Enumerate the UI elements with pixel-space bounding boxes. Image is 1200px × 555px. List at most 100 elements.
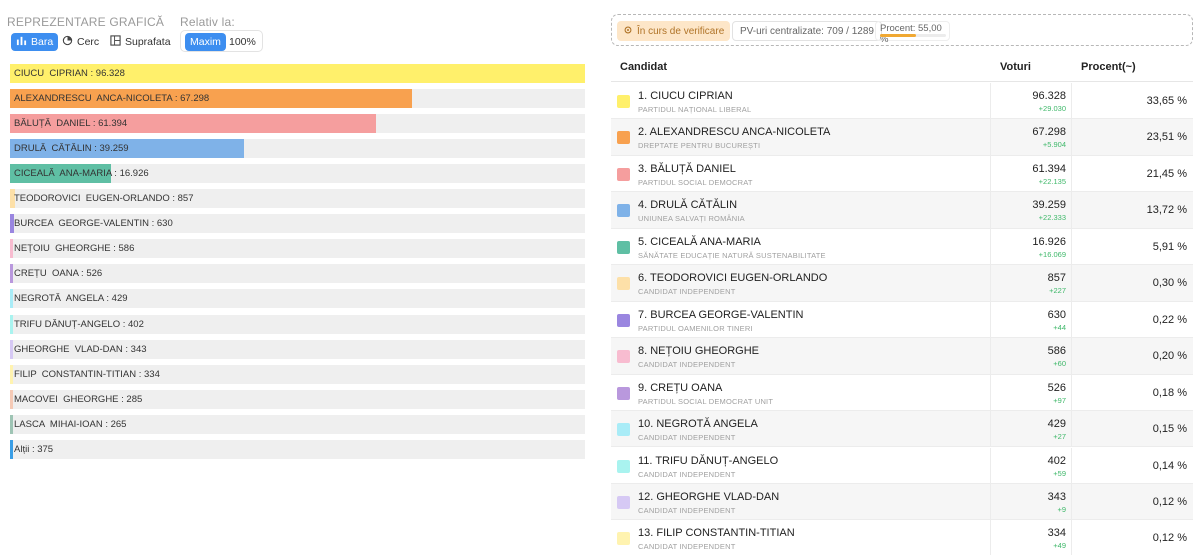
percent-value: 33,65 % — [1146, 95, 1187, 107]
candidate-name: 6. TEODOROVICI EUGEN-ORLANDO — [638, 272, 828, 285]
pie-chart-icon — [62, 35, 73, 49]
table-row[interactable]: 2. ALEXANDRESCU ANCA-NICOLETA DREPTATE PE… — [611, 119, 1193, 156]
bar-fill — [10, 439, 13, 459]
bar-fill — [10, 64, 585, 83]
bar-row[interactable]: Alții : 375 — [10, 439, 585, 459]
bar-label: ALEXANDRESCU ANCA-NICOLETA : 67.298 — [14, 93, 210, 105]
candidate-party: CANDIDAT INDEPENDENT — [638, 287, 736, 297]
bar-row[interactable]: LASCA MIHAI-IOAN : 265 — [10, 414, 585, 434]
bar-fill — [10, 164, 112, 184]
votes-cell: 67.298 +5.904 — [990, 119, 1072, 156]
bar-fill — [10, 264, 14, 284]
bar-row[interactable]: NEȚOIU GHEORGHE : 586 — [10, 239, 585, 259]
chart-panel: REPREZENTARE GRAFICĂ Relativ la: Bara Ce… — [7, 15, 585, 459]
percent-value: 5,91 % — [1152, 240, 1187, 253]
table-row[interactable]: 6. TEODOROVICI EUGEN-ORLANDO CANDIDAT IND… — [611, 265, 1193, 302]
color-swatch — [617, 459, 630, 473]
candidate-party: CANDIDAT INDEPENDENT — [638, 360, 736, 370]
bar-row[interactable]: CIUCU CIPRIAN : 96.328 — [10, 64, 585, 83]
table-row[interactable]: 4. DRULĂ CĂTĂLIN UNIUNEA SALVAȚI ROMÂNIA 3… — [611, 192, 1193, 229]
candidate-name: 7. BURCEA GEORGE-VALENTIN — [638, 308, 804, 321]
header-votes[interactable]: Voturi — [1000, 61, 1031, 73]
bar-row[interactable]: CICEALĂ ANA-MARIA : 16.926 — [10, 164, 585, 184]
bar-row[interactable]: TRIFU DĂNUȚ-ANGELO : 402 — [10, 314, 585, 334]
table-row[interactable]: 11. TRIFU DĂNUȚ-ANGELO CANDIDAT INDEPENDE… — [611, 447, 1193, 484]
area-mode-button[interactable]: Suprafata — [105, 33, 176, 51]
table-row[interactable]: 13. FILIP CONSTANTIN-TITIAN CANDIDAT INDE… — [611, 520, 1193, 555]
percent-value: 23,51 % — [1146, 131, 1187, 144]
bar-fill — [10, 139, 245, 159]
results-panel: În curs de verificare PV-uri centralizat… — [611, 0, 1200, 555]
bar-fill — [10, 339, 13, 359]
candidate-party: CANDIDAT INDEPENDENT — [638, 505, 736, 515]
votes-delta: +227 — [1049, 286, 1066, 296]
votes-delta: +22.333 — [1038, 213, 1066, 223]
bar-row[interactable]: BĂLUȚĂ DANIEL : 61.394 — [10, 114, 585, 134]
progress-fill — [880, 34, 917, 37]
bar-mode-button[interactable]: Bara — [11, 33, 59, 51]
percent-label: 100% — [229, 36, 256, 48]
bar-label: BURCEA GEORGE-VALENTIN : 630 — [14, 218, 173, 230]
bar-label: CICEALĂ ANA-MARIA : 16.926 — [14, 168, 149, 180]
bar-row[interactable]: TEODOROVICI EUGEN-ORLANDO : 857 — [10, 189, 585, 209]
bar-mode-label: Bara — [31, 36, 54, 48]
bar-row[interactable]: ALEXANDRESCU ANCA-NICOLETA : 67.298 — [10, 89, 585, 109]
candidate-party: CANDIDAT INDEPENDENT — [638, 433, 736, 443]
pie-mode-button[interactable]: Cerc — [57, 33, 104, 51]
candidate-name: 4. DRULĂ CĂTĂLIN — [638, 199, 738, 212]
bar-row[interactable]: BURCEA GEORGE-VALENTIN : 630 — [10, 214, 585, 234]
votes-delta: +60 — [1053, 359, 1066, 369]
relative-label: Relativ la: — [180, 15, 235, 29]
color-swatch — [617, 167, 630, 181]
percent-value: 21,45 % — [1146, 167, 1187, 180]
header-candidate[interactable]: Candidat — [620, 61, 668, 73]
color-swatch — [617, 532, 630, 546]
table-row[interactable]: 1. CIUCU CIPRIAN PARTIDUL NAȚIONAL LIBERA… — [611, 83, 1193, 120]
representation-label: REPREZENTARE GRAFICĂ — [7, 15, 165, 29]
votes-cell: 96.328 +29.030 — [990, 83, 1072, 119]
color-swatch — [617, 350, 630, 364]
votes-value: 334 — [1047, 527, 1066, 540]
bar-fill — [10, 214, 14, 234]
table-row[interactable]: 3. BĂLUȚĂ DANIEL PARTIDUL SOCIAL DEMOCRAT… — [611, 155, 1193, 193]
candidate-party: PARTIDUL SOCIAL DEMOCRAT — [638, 177, 753, 187]
table-row[interactable]: 9. CREȚU OANA PARTIDUL SOCIAL DEMOCRAT UN… — [611, 374, 1193, 411]
votes-delta: +29.030 — [1038, 104, 1066, 113]
candidate-name: 1. CIUCU CIPRIAN — [638, 90, 733, 102]
progress-track — [880, 34, 946, 37]
area-mode-label: Suprafata — [125, 36, 171, 48]
candidate-party: CANDIDAT INDEPENDENT — [638, 469, 736, 479]
bar-row[interactable]: MACOVEI GHEORGHE : 285 — [10, 389, 585, 409]
percent-button[interactable]: 100% — [224, 33, 261, 51]
bar-row[interactable]: CREȚU OANA : 526 — [10, 264, 585, 284]
table-row[interactable]: 12. GHEORGHE VLAD-DAN CANDIDAT INDEPENDEN… — [611, 483, 1193, 521]
table-row[interactable]: 10. NEGROTĂ ANGELA CANDIDAT INDEPENDENT 42… — [611, 411, 1193, 448]
votes-cell: 630 +44 — [990, 301, 1072, 338]
votes-value: 526 — [1047, 381, 1066, 394]
candidate-party: UNIUNEA SALVAȚI ROMÂNIA — [638, 214, 745, 224]
percent-value: 0,30 % — [1152, 277, 1187, 290]
percent-value: 0,22 % — [1152, 313, 1187, 326]
bar-row[interactable]: FILIP CONSTANTIN-TITIAN : 334 — [10, 364, 585, 384]
votes-cell: 402 +59 — [990, 447, 1072, 484]
bar-row[interactable]: DRULĂ CĂTĂLIN : 39.259 — [10, 139, 585, 159]
bar-label: NEGROTĂ ANGELA : 429 — [14, 293, 128, 305]
votes-delta: +9 — [1057, 504, 1066, 514]
candidate-party: DREPTATE PENTRU BUCUREȘTI — [638, 141, 761, 151]
table-row[interactable]: 7. BURCEA GEORGE-VALENTIN PARTIDUL OAMENI… — [611, 301, 1193, 339]
candidate-name: 10. NEGROTĂ ANGELA — [638, 418, 758, 431]
bar-row[interactable]: GHEORGHE VLAD-DAN : 343 — [10, 339, 585, 359]
votes-value: 586 — [1047, 345, 1066, 358]
table-row[interactable]: 8. NEȚOIU GHEORGHE CANDIDAT INDEPENDENT 58… — [611, 338, 1193, 375]
candidate-name: 9. CREȚU OANA — [638, 381, 723, 394]
header-percent[interactable]: Procent(~) — [1081, 61, 1136, 73]
table-row[interactable]: 5. CICEALĂ ANA-MARIA SĂNĂTATE EDUCAȚIE NA… — [611, 228, 1193, 266]
max-button[interactable]: Maxim — [185, 33, 226, 51]
bar-row[interactable]: NEGROTĂ ANGELA : 429 — [10, 289, 585, 309]
bar-fill — [10, 239, 14, 259]
candidate-name: 3. BĂLUȚĂ DANIEL — [638, 162, 736, 175]
color-swatch — [617, 277, 630, 291]
color-swatch — [617, 240, 630, 254]
treemap-icon — [110, 35, 121, 49]
percent-value: 0,20 % — [1152, 350, 1187, 363]
